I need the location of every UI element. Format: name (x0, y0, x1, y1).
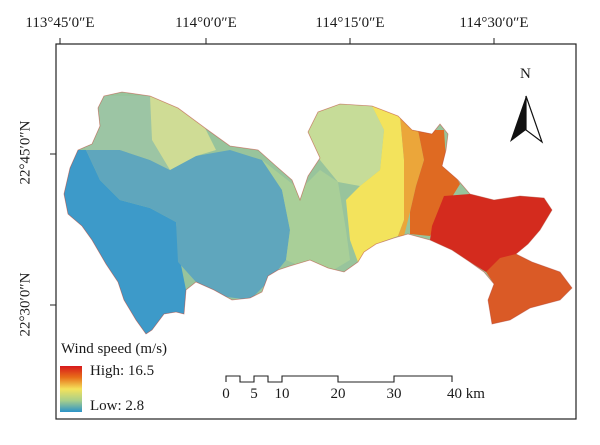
zone-west-green (78, 96, 170, 170)
scale-label-20: 20 (330, 386, 346, 402)
legend-title: Wind speed (m/s) (61, 341, 168, 357)
north-label: N (520, 66, 531, 82)
zone-orange (410, 130, 460, 236)
longitude-label-2: 114°0′0″E (175, 15, 237, 31)
zone-central-blue (86, 150, 290, 300)
legend-high-label: High: 16.5 (90, 363, 155, 379)
zone-yellow (346, 106, 404, 262)
longitude-ticks (59, 38, 495, 44)
scale-label-5: 5 (250, 386, 258, 402)
longitude-label-3: 114°15′0″E (315, 15, 385, 31)
north-arrow-icon (510, 95, 544, 144)
zone-west-blue (64, 150, 186, 334)
longitude-label-1: 113°45′0″E (25, 15, 95, 31)
zone-middle-green (262, 160, 350, 272)
latitude-label-2: 22°30′0″N (17, 272, 34, 337)
land-outline (63, 91, 573, 335)
scale-label-0: 0 (222, 386, 230, 402)
longitude-label-4: 114°30′0″E (459, 15, 529, 31)
scale-label-30: 30 (386, 386, 402, 402)
latitude-label-1: 22°45′0″N (17, 120, 34, 185)
zone-north-yellowgreen (150, 96, 216, 170)
zone-light-orange (398, 116, 424, 236)
scale-bar-graphic (225, 375, 453, 383)
zone-south-orange (486, 254, 572, 324)
legend-gradient-bar (60, 366, 82, 412)
scale-label-40: 40 km (447, 386, 485, 402)
legend-low-label: Low: 2.8 (90, 398, 145, 414)
latitude-ticks (50, 153, 56, 306)
scale-label-10: 10 (274, 386, 290, 402)
zone-north-central (308, 104, 384, 186)
zone-red (430, 194, 552, 272)
